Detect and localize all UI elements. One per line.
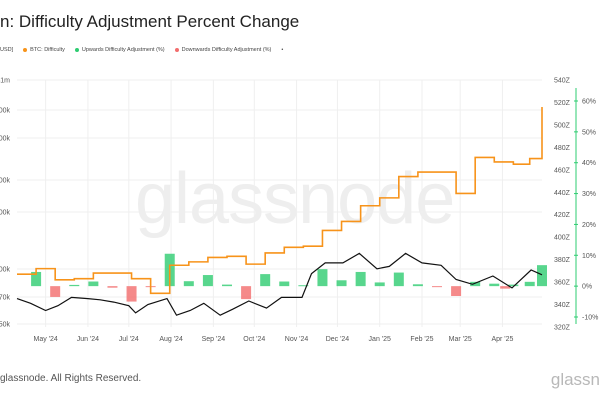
legend-label-downwards: Downwards Difficulty Adjustment (%) (181, 47, 272, 53)
difficulty-tick-label: 380Z (554, 257, 571, 264)
upward-adjustment-bar (31, 271, 42, 287)
x-tick-label: Jun '24 (77, 336, 99, 343)
left-tick-label: 00k (0, 267, 10, 274)
legend-currency: USD] (0, 47, 14, 53)
legend-item-difficulty[interactable]: BTC: Difficulty (23, 47, 65, 53)
downward-adjustment-bar (107, 286, 118, 288)
upward-adjustment-bar (88, 281, 99, 287)
upward-adjustment-bar (279, 281, 290, 287)
upward-adjustment-bar (317, 269, 328, 287)
watermark: glassnode (135, 159, 455, 239)
legend-dot-downwards (174, 48, 179, 52)
downward-adjustment-bar (451, 286, 462, 297)
left-tick-label: 00k (0, 136, 10, 143)
pct-tick-label: 50% (582, 129, 596, 136)
pct-tick-label: 20% (582, 222, 596, 229)
left-tick-label: 00k (0, 210, 10, 217)
pct-tick-label: 40% (582, 160, 596, 167)
legend-trailing-mark: • (281, 47, 284, 53)
upward-adjustment-bar (222, 284, 232, 287)
page-title: n: Difficulty Adjustment Percent Change (0, 12, 300, 31)
upward-adjustment-bar (298, 285, 309, 287)
difficulty-tick-label: 540Z (554, 78, 571, 85)
downward-adjustment-bar (241, 286, 252, 300)
glassnode-logo: glassn (550, 370, 600, 389)
pct-tick-label: 10% (582, 253, 596, 260)
upward-adjustment-bar (202, 275, 213, 287)
adjustment-bars (31, 253, 547, 302)
legend-label-difficulty: BTC: Difficulty (30, 47, 65, 53)
difficulty-tick-label: 500Z (554, 122, 571, 129)
left-tick-label: 00k (0, 178, 10, 185)
pct-tick-label: -10% (582, 315, 598, 322)
downward-adjustment-bar (50, 286, 61, 297)
upward-adjustment-bar (412, 284, 423, 287)
upward-adjustment-bar (355, 271, 366, 287)
upward-adjustment-bar (336, 280, 347, 287)
difficulty-tick-label: 480Z (554, 145, 571, 152)
upward-adjustment-bar (183, 281, 194, 287)
difficulty-tick-label: 440Z (554, 190, 571, 197)
upward-adjustment-bar (374, 282, 385, 287)
legend-item-upwards[interactable]: Upwards Difficulty Adjustment (%) (74, 47, 165, 53)
upward-adjustment-bar (537, 265, 547, 287)
difficulty-tick-label: 340Z (554, 302, 571, 309)
pct-tick-label: 60% (582, 99, 596, 106)
chart-legend: USD] BTC: Difficulty Upwards Difficulty … (0, 47, 283, 53)
x-tick-label: Apr '25 (491, 336, 513, 343)
left-tick-label: 70k (0, 295, 10, 302)
pct-tick-label: 0% (582, 284, 592, 291)
x-tick-label: Jul '24 (119, 336, 139, 343)
x-tick-label: Jan '25 (369, 336, 391, 343)
left-tick-label: 00k (0, 108, 10, 115)
upward-adjustment-bar (524, 281, 535, 287)
legend-item-downwards[interactable]: Downwards Difficulty Adjustment (%) (174, 47, 272, 53)
legend-label-upwards: Upwards Difficulty Adjustment (%) (81, 47, 165, 53)
upward-adjustment-bar (508, 284, 519, 287)
legend-dot-difficulty (23, 48, 28, 52)
x-tick-label: May '24 (33, 336, 57, 343)
difficulty-tick-label: 400Z (554, 235, 571, 242)
legend-dot-upwards (74, 48, 79, 52)
pct-tick-label: 30% (582, 191, 596, 198)
x-tick-label: Feb '25 (410, 336, 433, 343)
upward-adjustment-bar (489, 283, 500, 287)
chart-grid (17, 79, 542, 327)
x-tick-label: Oct '24 (243, 336, 265, 343)
x-tick-label: Sep '24 (202, 336, 226, 343)
upward-adjustment-bar (470, 281, 481, 287)
difficulty-tick-label: 320Z (554, 325, 571, 332)
difficulty-line (17, 106, 543, 295)
downward-adjustment-bar (500, 286, 511, 289)
x-tick-label: Nov '24 (285, 336, 309, 343)
x-tick-label: Mar '25 (449, 336, 472, 343)
difficulty-tick-label: 360Z (554, 280, 571, 287)
x-tick-label: Dec '24 (326, 336, 350, 343)
chart-axes: May '24 Jun '24 Jul '24 Aug '24 Sep '24 Oct '… (0, 78, 598, 344)
chart-lines (16, 106, 543, 316)
downward-adjustment-bar (126, 286, 137, 302)
difficulty-tick-label: 420Z (554, 212, 571, 219)
x-tick-label: Aug '24 (159, 336, 183, 343)
upward-adjustment-bar (393, 272, 404, 287)
left-tick-label: 50k (0, 322, 10, 329)
difficulty-tick-label: 460Z (554, 167, 571, 174)
upward-adjustment-bar (69, 284, 80, 287)
copyright-text: glassnode. All Rights Reserved. (0, 373, 142, 384)
left-tick-label: $1m (0, 78, 10, 85)
downward-adjustment-bar (432, 286, 442, 288)
upward-adjustment-bar (260, 274, 271, 287)
difficulty-tick-label: 520Z (554, 100, 571, 107)
price-line (16, 252, 543, 316)
